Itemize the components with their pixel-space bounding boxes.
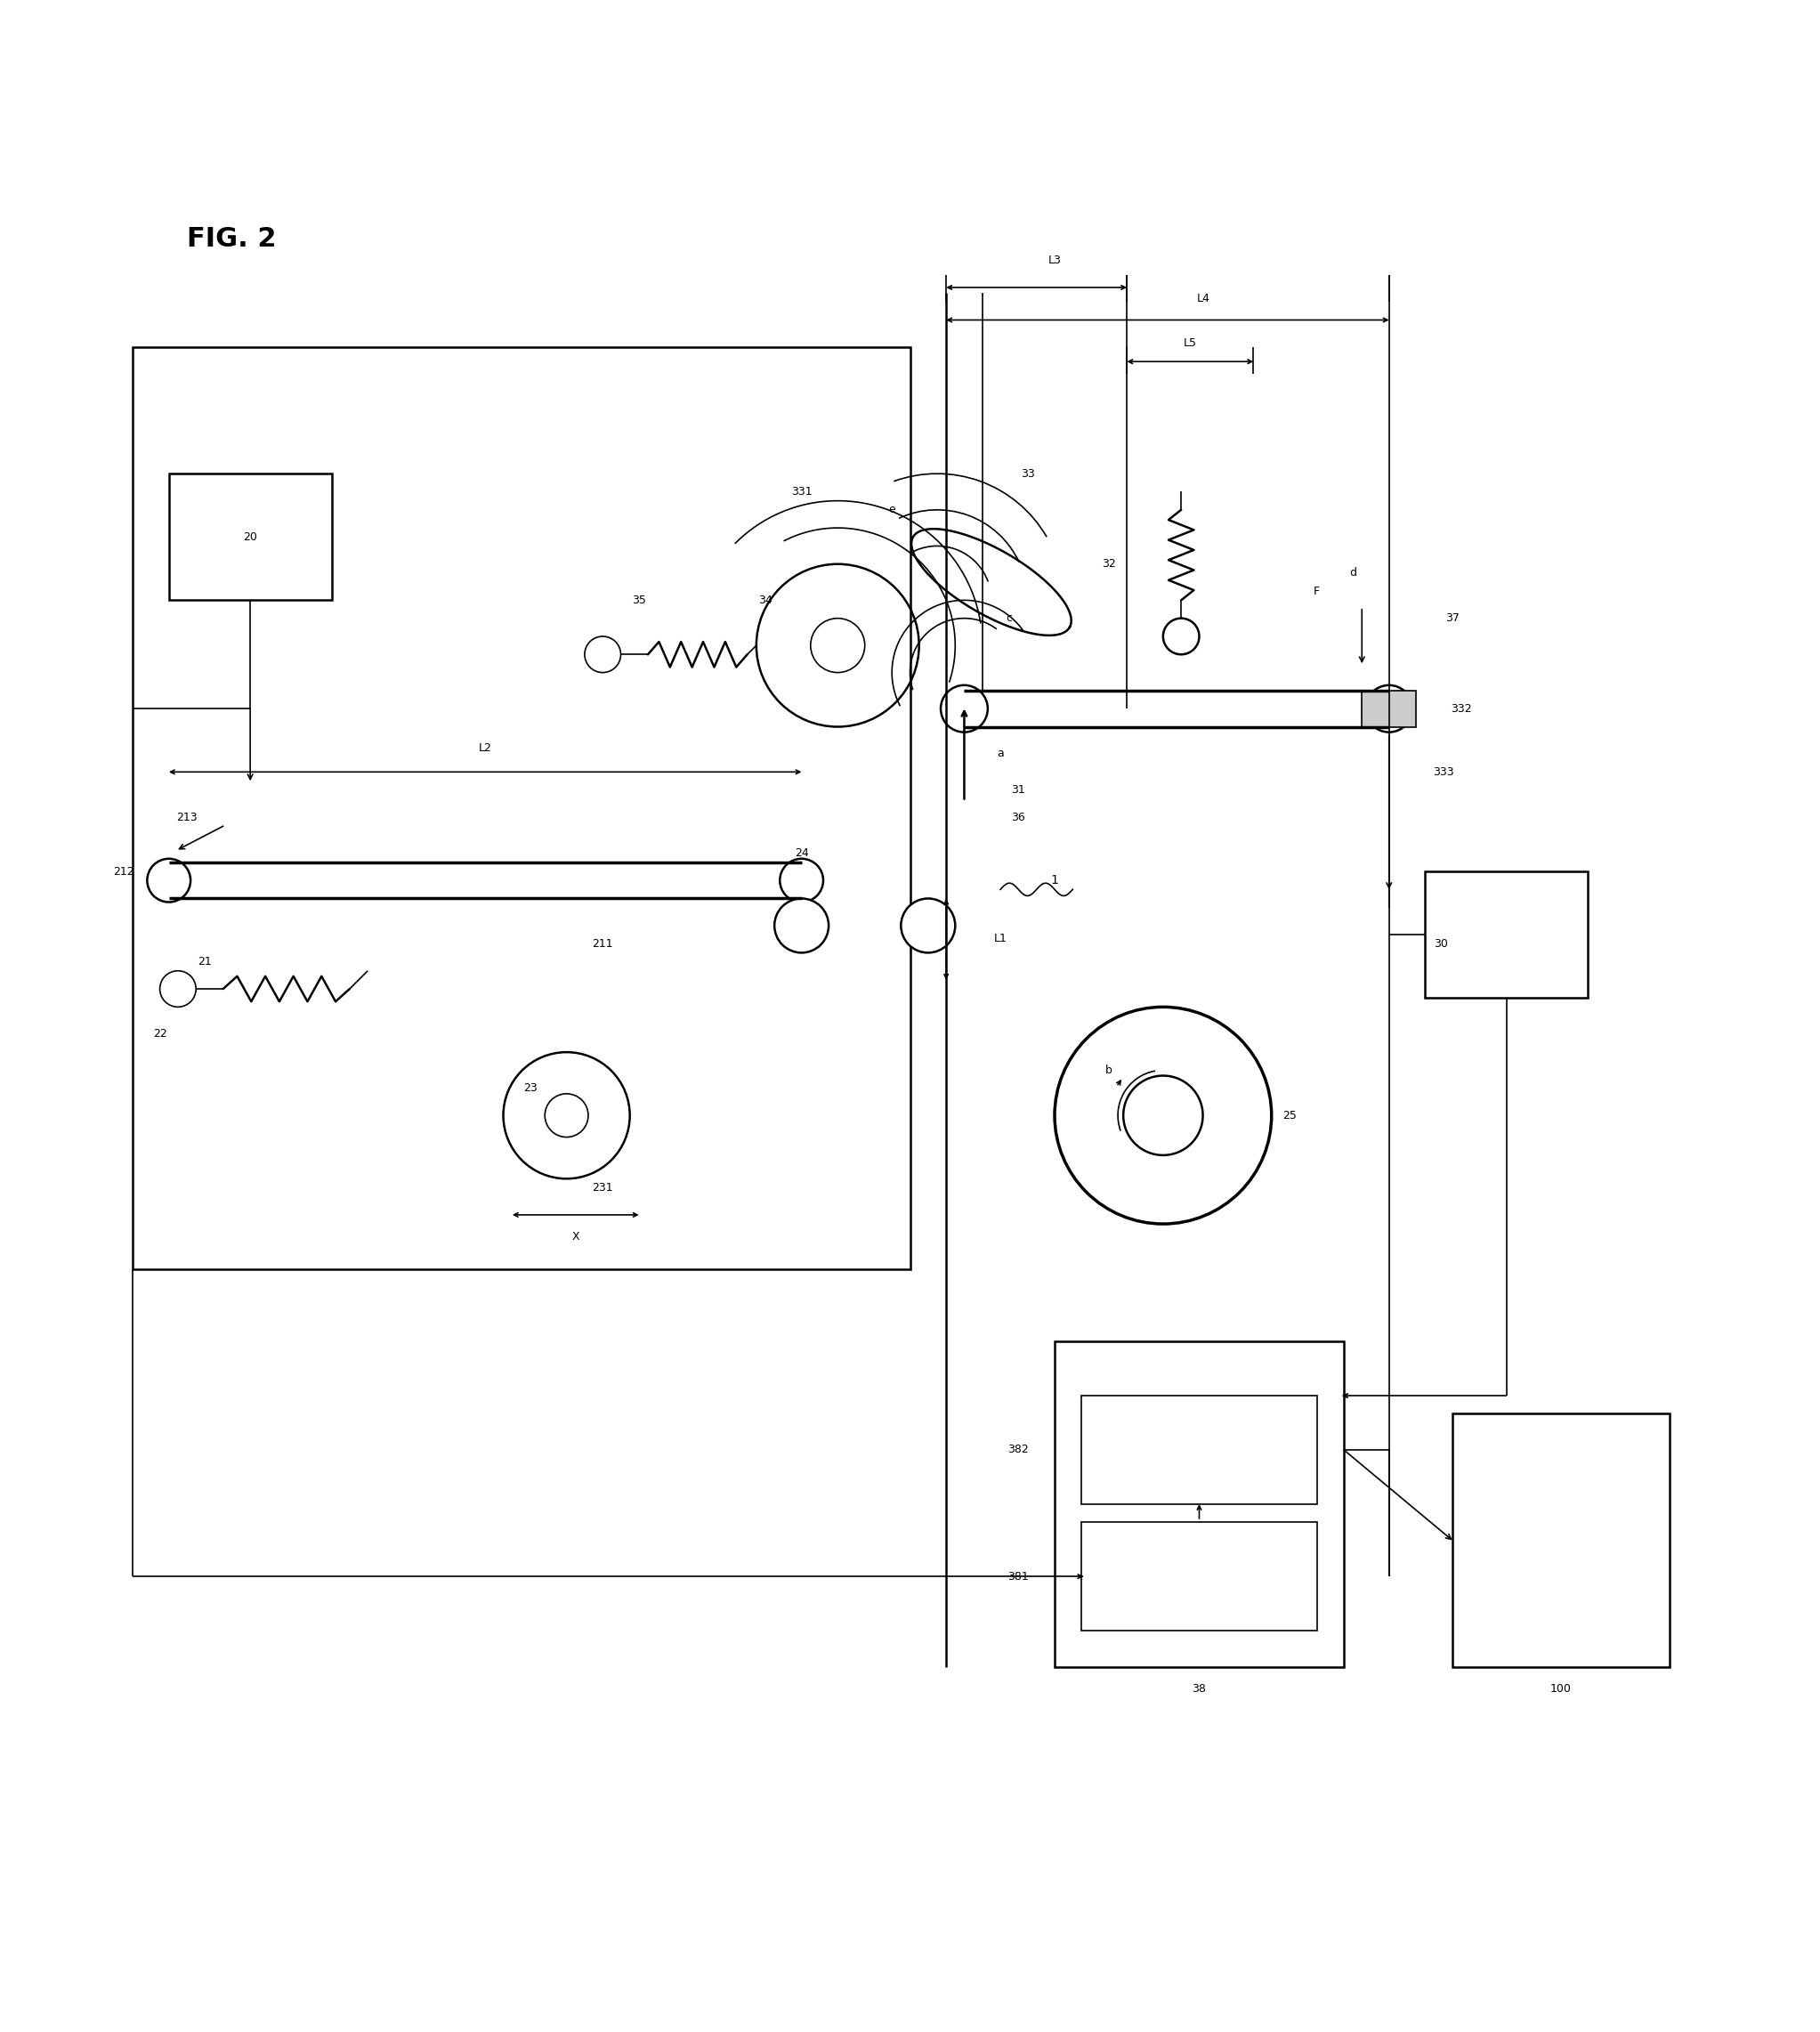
Text: 332: 332 — [1451, 703, 1472, 715]
Bar — [1081, 1522, 1316, 1630]
Bar — [133, 347, 910, 1270]
Text: 31: 31 — [1012, 784, 1025, 797]
Text: 382: 382 — [1008, 1445, 1028, 1455]
Text: 381: 381 — [1008, 1571, 1028, 1583]
Text: 37: 37 — [1445, 612, 1460, 624]
Text: 212: 212 — [113, 866, 135, 878]
Text: 38: 38 — [1192, 1682, 1207, 1695]
Text: L4: L4 — [1198, 293, 1210, 305]
Text: L3: L3 — [1048, 254, 1061, 266]
Circle shape — [757, 565, 919, 727]
Circle shape — [775, 898, 828, 953]
Bar — [1361, 691, 1416, 727]
Text: c: c — [1006, 612, 1012, 624]
Circle shape — [584, 636, 621, 673]
Circle shape — [941, 685, 988, 732]
Text: 25: 25 — [1283, 1109, 1296, 1122]
Text: 35: 35 — [632, 595, 646, 606]
Text: 32: 32 — [1101, 559, 1116, 569]
Bar — [169, 473, 331, 599]
Text: a: a — [997, 748, 1005, 760]
Text: 36: 36 — [1012, 811, 1025, 823]
Circle shape — [779, 860, 823, 902]
Text: L1: L1 — [994, 933, 1006, 945]
Circle shape — [1365, 685, 1412, 732]
Text: F: F — [1314, 585, 1320, 597]
Circle shape — [810, 618, 864, 673]
Text: 33: 33 — [1021, 467, 1034, 480]
Bar — [1425, 872, 1587, 998]
Text: 100: 100 — [1551, 1682, 1571, 1695]
Text: X: X — [571, 1231, 579, 1242]
Circle shape — [1123, 1075, 1203, 1156]
Text: L5: L5 — [1183, 337, 1198, 350]
Text: 21: 21 — [198, 955, 211, 967]
Circle shape — [1054, 1008, 1272, 1223]
Circle shape — [147, 860, 191, 902]
Bar — [1054, 1341, 1343, 1666]
Bar — [1081, 1396, 1316, 1504]
Circle shape — [504, 1053, 630, 1179]
Text: 333: 333 — [1432, 766, 1454, 778]
Text: 231: 231 — [592, 1183, 613, 1193]
Circle shape — [160, 971, 197, 1008]
Text: 22: 22 — [153, 1028, 167, 1040]
Text: 20: 20 — [244, 530, 257, 543]
Text: 34: 34 — [759, 595, 772, 606]
Text: 213: 213 — [177, 811, 197, 823]
Circle shape — [901, 898, 956, 953]
Circle shape — [1163, 618, 1199, 654]
Text: 23: 23 — [524, 1083, 537, 1093]
Text: FIG. 2: FIG. 2 — [187, 226, 277, 252]
Text: 30: 30 — [1434, 939, 1449, 949]
Text: 1: 1 — [1050, 874, 1059, 886]
Text: d: d — [1349, 567, 1356, 579]
Text: 331: 331 — [792, 486, 812, 498]
Text: 211: 211 — [592, 939, 613, 949]
Circle shape — [544, 1093, 588, 1138]
Text: 24: 24 — [795, 847, 808, 860]
Text: b: b — [1105, 1065, 1112, 1077]
Text: e: e — [888, 504, 895, 516]
Bar — [1452, 1414, 1669, 1666]
Text: L2: L2 — [479, 742, 491, 754]
